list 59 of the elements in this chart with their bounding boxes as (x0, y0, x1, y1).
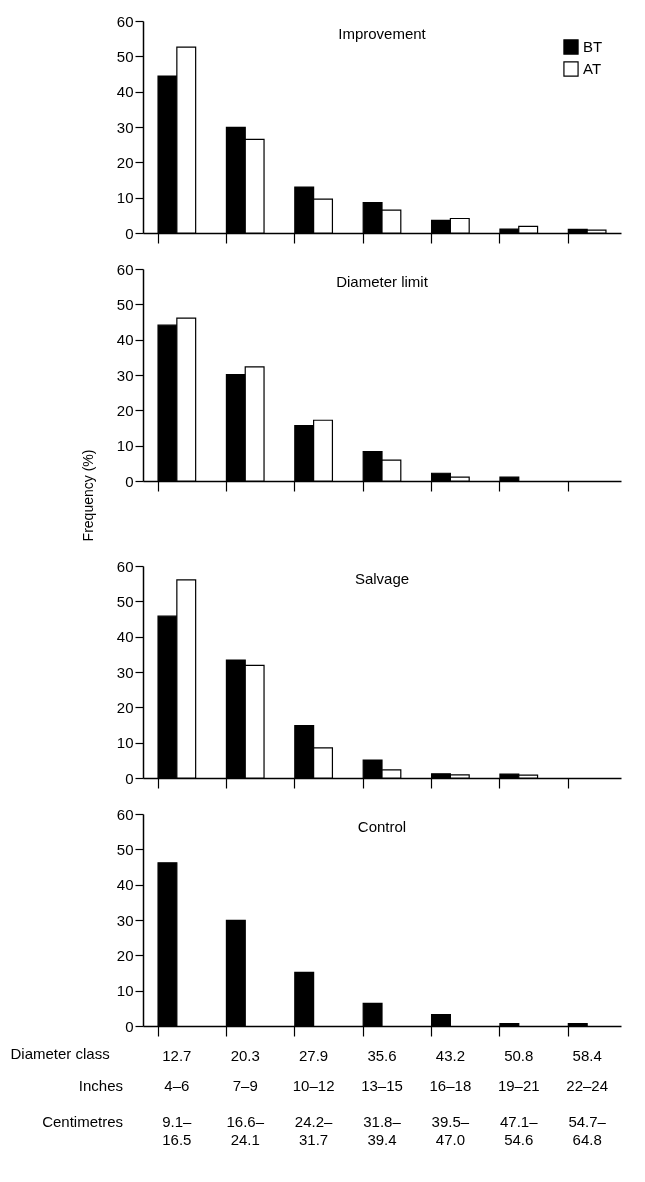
y-tick-label: 20 (116, 401, 134, 419)
y-tick-label: 60 (116, 805, 134, 823)
y-tick-label: 40 (116, 876, 134, 894)
y-tick-label: 20 (116, 153, 134, 171)
x-tick-label: 35.6 (367, 1046, 397, 1064)
y-tick-label: 0 (125, 769, 134, 787)
y-tick-label: 40 (116, 83, 134, 101)
y-tick-label: 20 (116, 946, 134, 964)
y-tick-label: 0 (125, 1017, 134, 1035)
y-tick-label: 50 (116, 47, 134, 65)
x-tick-label: 50.8 (504, 1046, 534, 1064)
text: 39.5– 47.0 (431, 1113, 470, 1148)
x-tick-label: 27.9 (299, 1046, 329, 1064)
chart-title: Salvage (354, 570, 410, 587)
y-tick-label: 60 (116, 557, 134, 575)
y-tick-label: 10 (116, 982, 134, 1000)
text: 19–21 (497, 1077, 540, 1094)
y-tick-label: 20 (116, 698, 134, 716)
y-tick-label: 50 (116, 840, 134, 858)
legend-label: BT (583, 38, 603, 55)
y-tick-label: 30 (116, 366, 134, 384)
y-tick-label: 60 (116, 12, 134, 30)
text: 22–24 (566, 1077, 609, 1094)
text: 31.8– 39.4 (363, 1113, 402, 1148)
y-tick-label: 30 (116, 911, 134, 929)
text: 4–6 (164, 1077, 190, 1094)
y-axis-title: Frequency (%) (79, 449, 96, 542)
y-tick-label: 10 (116, 437, 134, 455)
text: 13–15 (361, 1077, 403, 1094)
chart-title: Improvement (338, 25, 427, 42)
y-tick-label: 50 (116, 295, 134, 313)
y-tick-label: 40 (116, 331, 134, 349)
y-tick-label: 50 (116, 592, 134, 610)
y-tick-label: 10 (116, 734, 134, 752)
y-tick-label: 30 (116, 663, 134, 681)
text: 16.6– 24.1 (226, 1113, 265, 1148)
text: 47.1– 54.6 (499, 1113, 539, 1148)
text: 10–12 (292, 1077, 335, 1094)
x-tick-label: 12.7 (162, 1046, 192, 1064)
text: 9.1– 16.5 (162, 1113, 193, 1148)
x-tick-label: 58.4 (572, 1046, 602, 1064)
y-tick-label: 60 (116, 260, 134, 278)
legend-label: AT (583, 60, 602, 77)
y-tick-label: 10 (116, 189, 134, 207)
text: Inches (78, 1077, 123, 1094)
y-tick-label: 40 (116, 628, 134, 646)
chart-title: Diameter limit (336, 273, 429, 290)
y-tick-label: 0 (125, 224, 134, 242)
text: 16–18 (429, 1077, 472, 1094)
x-axis-title: Diameter class (10, 1044, 110, 1062)
x-tick-label: 20.3 (230, 1046, 260, 1064)
text: Centimetres (42, 1113, 123, 1130)
text: 54.7– 64.8 (568, 1113, 607, 1148)
y-tick-label: 30 (116, 118, 134, 136)
x-tick-label: 43.2 (435, 1046, 465, 1064)
text: 24.2– 31.7 (294, 1113, 334, 1148)
text: 7–9 (232, 1077, 258, 1094)
y-tick-label: 0 (125, 472, 134, 490)
chart-title: Control (357, 818, 407, 835)
